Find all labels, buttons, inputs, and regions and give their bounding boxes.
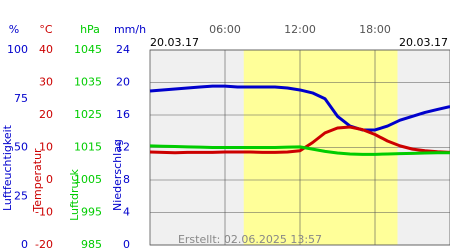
y-tick-label: 0 bbox=[123, 238, 130, 250]
y-tick-label: 24 bbox=[116, 43, 130, 56]
x-tick-label: 06:00 bbox=[209, 23, 241, 36]
y-tick-label: 12 bbox=[116, 141, 130, 154]
axis-unit: mm/h bbox=[114, 23, 146, 36]
axis-title: Luftfeuchtigkeit bbox=[1, 124, 14, 211]
y-tick-label: 20 bbox=[39, 108, 53, 121]
y-tick-label: 1005 bbox=[74, 173, 102, 186]
y-tick-label: 30 bbox=[39, 76, 53, 89]
y-tick-label: -20 bbox=[35, 238, 53, 250]
axis-unit: °C bbox=[39, 23, 53, 36]
data-line bbox=[149, 144, 450, 156]
axis-unit: hPa bbox=[80, 23, 100, 36]
date-left: 20.03.17 bbox=[150, 36, 199, 49]
x-tick-label: 18:00 bbox=[359, 23, 391, 36]
date-right: 20.03.17 bbox=[399, 36, 448, 49]
axis-unit: % bbox=[9, 23, 19, 36]
axis-title: Luftdruck bbox=[68, 168, 81, 220]
y-tick-label: 4 bbox=[123, 206, 130, 219]
y-tick-label: 100 bbox=[7, 43, 28, 56]
x-tick-label: 12:00 bbox=[284, 23, 316, 36]
y-tick-label: 20 bbox=[116, 76, 130, 89]
y-tick-label: 0 bbox=[21, 238, 28, 250]
y-tick-label: 8 bbox=[123, 173, 130, 186]
y-tick-label: 40 bbox=[39, 43, 53, 56]
y-tick-label: 985 bbox=[81, 238, 102, 250]
y-tick-label: 75 bbox=[14, 92, 28, 105]
plot-border bbox=[149, 49, 450, 246]
y-tick-label: -10 bbox=[35, 206, 53, 219]
created-note: Erstellt: 02.06.2025 13:57 bbox=[178, 233, 322, 246]
y-tick-label: 10 bbox=[39, 141, 53, 154]
y-tick-label: 25 bbox=[14, 189, 28, 202]
y-tick-label: 1025 bbox=[74, 108, 102, 121]
data-line bbox=[149, 125, 450, 155]
y-tick-label: 16 bbox=[116, 108, 130, 121]
y-tick-label: 0 bbox=[46, 173, 53, 186]
y-tick-label: 1045 bbox=[74, 43, 102, 56]
data-line bbox=[149, 84, 450, 132]
y-tick-label: 50 bbox=[14, 141, 28, 154]
y-tick-label: 995 bbox=[81, 206, 102, 219]
y-tick-label: 1015 bbox=[74, 141, 102, 154]
axis-title: Niederschlag bbox=[111, 139, 124, 211]
axis-title: Temperatur bbox=[31, 148, 44, 213]
y-tick-label: 1035 bbox=[74, 76, 102, 89]
